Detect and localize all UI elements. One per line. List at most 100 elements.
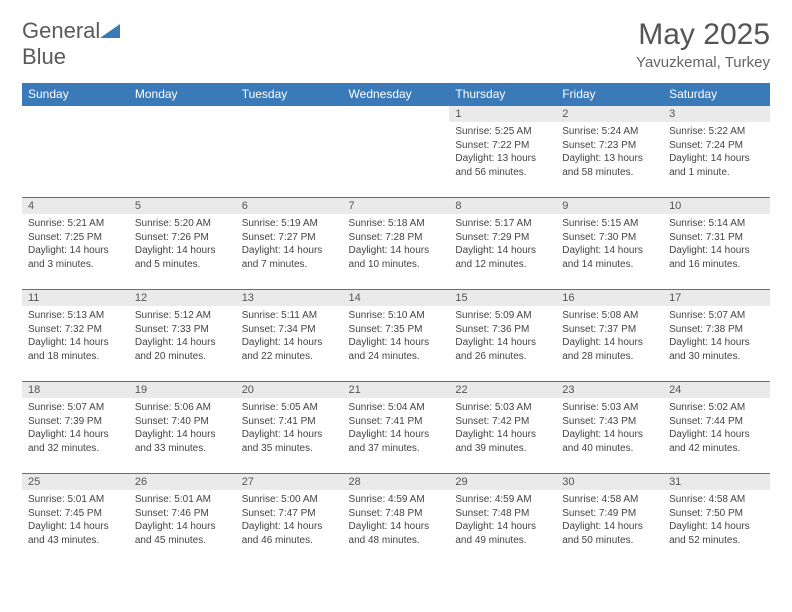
sunset-line: Sunset: 7:46 PM — [135, 507, 230, 521]
daylight-line: Daylight: 14 hours and 1 minute. — [669, 152, 764, 179]
calendar-cell: 16Sunrise: 5:08 AMSunset: 7:37 PMDayligh… — [556, 290, 663, 382]
day-number: 30 — [556, 474, 663, 490]
daylight-line: Daylight: 14 hours and 45 minutes. — [135, 520, 230, 547]
cell-body: Sunrise: 4:59 AMSunset: 7:48 PMDaylight:… — [449, 490, 556, 553]
daylight-line: Daylight: 14 hours and 35 minutes. — [242, 428, 337, 455]
daylight-line: Daylight: 14 hours and 3 minutes. — [28, 244, 123, 271]
day-number: 18 — [22, 382, 129, 398]
cell-body: Sunrise: 5:11 AMSunset: 7:34 PMDaylight:… — [236, 306, 343, 369]
calendar-cell: 11Sunrise: 5:13 AMSunset: 7:32 PMDayligh… — [22, 290, 129, 382]
day-number: 26 — [129, 474, 236, 490]
sunset-line: Sunset: 7:42 PM — [455, 415, 550, 429]
calendar-row: 11Sunrise: 5:13 AMSunset: 7:32 PMDayligh… — [22, 290, 770, 382]
cell-body: Sunrise: 5:12 AMSunset: 7:33 PMDaylight:… — [129, 306, 236, 369]
daylight-line: Daylight: 14 hours and 30 minutes. — [669, 336, 764, 363]
sunrise-line: Sunrise: 5:14 AM — [669, 217, 764, 231]
sunset-line: Sunset: 7:50 PM — [669, 507, 764, 521]
daylight-line: Daylight: 14 hours and 33 minutes. — [135, 428, 230, 455]
daylight-line: Daylight: 14 hours and 26 minutes. — [455, 336, 550, 363]
sunset-line: Sunset: 7:41 PM — [349, 415, 444, 429]
daylight-line: Daylight: 14 hours and 12 minutes. — [455, 244, 550, 271]
sunrise-line: Sunrise: 5:17 AM — [455, 217, 550, 231]
calendar-cell: 13Sunrise: 5:11 AMSunset: 7:34 PMDayligh… — [236, 290, 343, 382]
sunset-line: Sunset: 7:48 PM — [455, 507, 550, 521]
day-header: Saturday — [663, 83, 770, 106]
triangle-icon — [100, 25, 120, 42]
day-number: 23 — [556, 382, 663, 398]
daylight-line: Daylight: 14 hours and 37 minutes. — [349, 428, 444, 455]
logo: General Blue — [22, 18, 120, 70]
sunset-line: Sunset: 7:35 PM — [349, 323, 444, 337]
cell-body: Sunrise: 5:21 AMSunset: 7:25 PMDaylight:… — [22, 214, 129, 277]
day-header: Monday — [129, 83, 236, 106]
calendar-cell: 28Sunrise: 4:59 AMSunset: 7:48 PMDayligh… — [343, 474, 450, 566]
daylight-line: Daylight: 14 hours and 24 minutes. — [349, 336, 444, 363]
calendar-cell: 7Sunrise: 5:18 AMSunset: 7:28 PMDaylight… — [343, 198, 450, 290]
sunset-line: Sunset: 7:41 PM — [242, 415, 337, 429]
sunset-line: Sunset: 7:24 PM — [669, 139, 764, 153]
sunrise-line: Sunrise: 5:01 AM — [135, 493, 230, 507]
sunset-line: Sunset: 7:36 PM — [455, 323, 550, 337]
day-number: 13 — [236, 290, 343, 306]
sunrise-line: Sunrise: 5:13 AM — [28, 309, 123, 323]
daylight-line: Daylight: 14 hours and 32 minutes. — [28, 428, 123, 455]
day-number: 7 — [343, 198, 450, 214]
sunset-line: Sunset: 7:31 PM — [669, 231, 764, 245]
day-number: 28 — [343, 474, 450, 490]
day-number: 15 — [449, 290, 556, 306]
sunrise-line: Sunrise: 4:58 AM — [562, 493, 657, 507]
daylight-line: Daylight: 14 hours and 7 minutes. — [242, 244, 337, 271]
daylight-line: Daylight: 14 hours and 40 minutes. — [562, 428, 657, 455]
sunset-line: Sunset: 7:40 PM — [135, 415, 230, 429]
day-number: 25 — [22, 474, 129, 490]
calendar-cell — [343, 106, 450, 198]
sunset-line: Sunset: 7:34 PM — [242, 323, 337, 337]
day-header: Friday — [556, 83, 663, 106]
sunrise-line: Sunrise: 4:59 AM — [349, 493, 444, 507]
daylight-line: Daylight: 14 hours and 46 minutes. — [242, 520, 337, 547]
day-number: 8 — [449, 198, 556, 214]
sunrise-line: Sunrise: 5:12 AM — [135, 309, 230, 323]
calendar-cell: 2Sunrise: 5:24 AMSunset: 7:23 PMDaylight… — [556, 106, 663, 198]
cell-body: Sunrise: 5:20 AMSunset: 7:26 PMDaylight:… — [129, 214, 236, 277]
calendar-cell: 10Sunrise: 5:14 AMSunset: 7:31 PMDayligh… — [663, 198, 770, 290]
sunrise-line: Sunrise: 5:15 AM — [562, 217, 657, 231]
calendar-cell: 3Sunrise: 5:22 AMSunset: 7:24 PMDaylight… — [663, 106, 770, 198]
calendar-table: SundayMondayTuesdayWednesdayThursdayFrid… — [22, 83, 770, 566]
calendar-cell: 20Sunrise: 5:05 AMSunset: 7:41 PMDayligh… — [236, 382, 343, 474]
calendar-row: 25Sunrise: 5:01 AMSunset: 7:45 PMDayligh… — [22, 474, 770, 566]
cell-body: Sunrise: 5:22 AMSunset: 7:24 PMDaylight:… — [663, 122, 770, 185]
title-block: May 2025 Yavuzkemal, Turkey — [636, 18, 770, 71]
daylight-line: Daylight: 13 hours and 56 minutes. — [455, 152, 550, 179]
calendar-cell: 6Sunrise: 5:19 AMSunset: 7:27 PMDaylight… — [236, 198, 343, 290]
calendar-cell: 22Sunrise: 5:03 AMSunset: 7:42 PMDayligh… — [449, 382, 556, 474]
calendar-cell: 24Sunrise: 5:02 AMSunset: 7:44 PMDayligh… — [663, 382, 770, 474]
daylight-line: Daylight: 14 hours and 5 minutes. — [135, 244, 230, 271]
day-header: Tuesday — [236, 83, 343, 106]
sunrise-line: Sunrise: 5:03 AM — [562, 401, 657, 415]
daylight-line: Daylight: 14 hours and 43 minutes. — [28, 520, 123, 547]
daylight-line: Daylight: 14 hours and 42 minutes. — [669, 428, 764, 455]
cell-body: Sunrise: 5:08 AMSunset: 7:37 PMDaylight:… — [556, 306, 663, 369]
calendar-cell: 30Sunrise: 4:58 AMSunset: 7:49 PMDayligh… — [556, 474, 663, 566]
sunset-line: Sunset: 7:43 PM — [562, 415, 657, 429]
sunrise-line: Sunrise: 5:04 AM — [349, 401, 444, 415]
daylight-line: Daylight: 14 hours and 10 minutes. — [349, 244, 444, 271]
sunrise-line: Sunrise: 5:06 AM — [135, 401, 230, 415]
calendar-cell: 1Sunrise: 5:25 AMSunset: 7:22 PMDaylight… — [449, 106, 556, 198]
cell-body: Sunrise: 4:59 AMSunset: 7:48 PMDaylight:… — [343, 490, 450, 553]
logo-text: General Blue — [22, 18, 120, 70]
daylight-line: Daylight: 14 hours and 39 minutes. — [455, 428, 550, 455]
sunset-line: Sunset: 7:30 PM — [562, 231, 657, 245]
calendar-cell: 8Sunrise: 5:17 AMSunset: 7:29 PMDaylight… — [449, 198, 556, 290]
day-number: 5 — [129, 198, 236, 214]
calendar-cell: 9Sunrise: 5:15 AMSunset: 7:30 PMDaylight… — [556, 198, 663, 290]
day-number: 19 — [129, 382, 236, 398]
cell-body: Sunrise: 5:10 AMSunset: 7:35 PMDaylight:… — [343, 306, 450, 369]
cell-body: Sunrise: 4:58 AMSunset: 7:49 PMDaylight:… — [556, 490, 663, 553]
cell-body: Sunrise: 5:03 AMSunset: 7:42 PMDaylight:… — [449, 398, 556, 461]
sunrise-line: Sunrise: 5:11 AM — [242, 309, 337, 323]
daylight-line: Daylight: 14 hours and 16 minutes. — [669, 244, 764, 271]
calendar-body: 1Sunrise: 5:25 AMSunset: 7:22 PMDaylight… — [22, 106, 770, 566]
daylight-line: Daylight: 14 hours and 18 minutes. — [28, 336, 123, 363]
